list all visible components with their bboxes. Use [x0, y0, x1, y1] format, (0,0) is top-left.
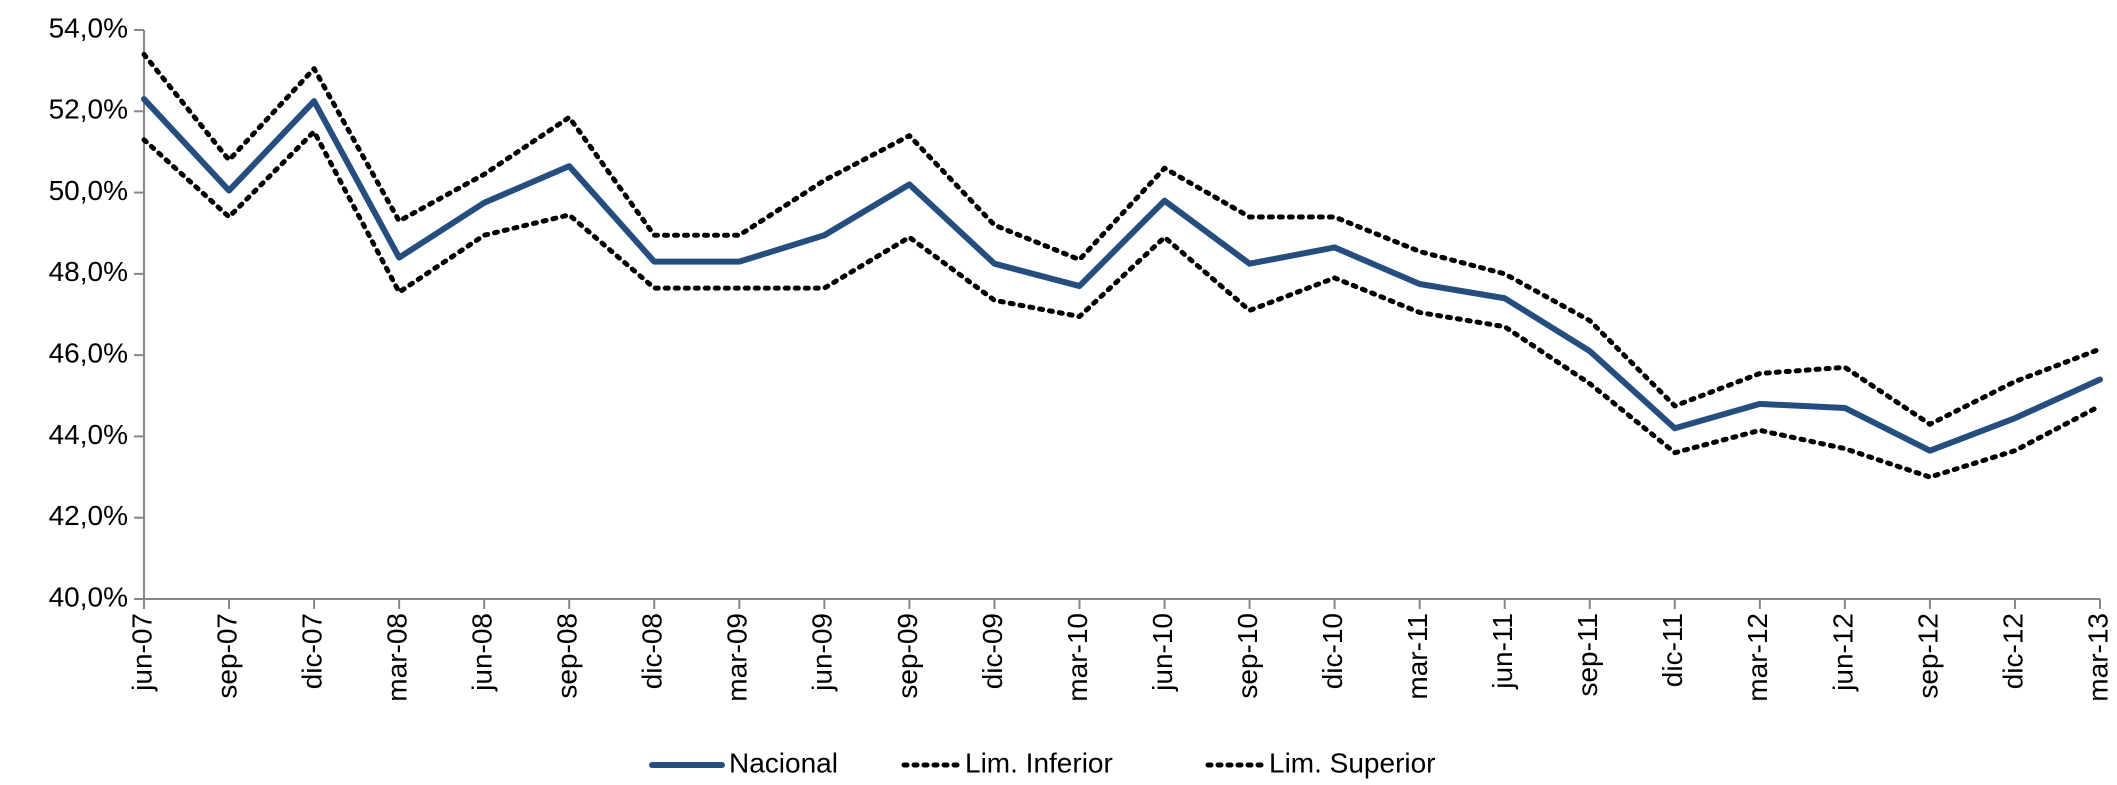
x-tick-label: sep-12	[1912, 613, 1943, 699]
x-tick-label: dic-11	[1657, 613, 1688, 687]
y-tick-label: 54,0%	[49, 12, 128, 43]
x-tick-label: sep-11	[1572, 613, 1603, 697]
x-tick-label: mar-12	[1742, 613, 1773, 702]
x-tick-label: dic-12	[1997, 613, 2028, 689]
x-tick-label: dic-09	[977, 613, 1008, 689]
legend-label: Lim. Superior	[1269, 747, 1436, 778]
x-tick-label: mar-08	[382, 613, 413, 702]
x-tick-label: jun-08	[467, 613, 498, 692]
y-tick-label: 42,0%	[49, 500, 128, 531]
legend-label: Nacional	[729, 747, 838, 778]
y-tick-label: 48,0%	[49, 256, 128, 287]
series-line	[141, 129, 2103, 480]
x-tick-label: dic-10	[1317, 613, 1348, 689]
series-line	[141, 96, 2103, 454]
series-line	[141, 51, 2103, 427]
x-tick-label: mar-11	[1402, 613, 1433, 700]
y-tick-label: 46,0%	[49, 338, 128, 369]
x-tick-label: dic-07	[296, 613, 327, 689]
legend-label: Lim. Inferior	[965, 747, 1113, 778]
x-tick-label: jun-07	[126, 613, 157, 692]
x-tick-label: sep-07	[211, 613, 242, 699]
x-tick-label: jun-10	[1147, 613, 1178, 692]
x-tick-label: jun-09	[807, 613, 838, 692]
x-tick-label: sep-09	[892, 613, 923, 699]
x-tick-label: mar-13	[2082, 613, 2113, 702]
y-tick-label: 40,0%	[49, 581, 128, 612]
x-tick-label: sep-08	[552, 613, 583, 699]
y-tick-label: 52,0%	[49, 94, 128, 125]
x-tick-label: mar-10	[1062, 613, 1093, 702]
y-tick-label: 50,0%	[49, 175, 128, 206]
y-tick-label: 44,0%	[49, 419, 128, 450]
x-tick-label: jun-11	[1487, 613, 1518, 690]
x-tick-label: dic-08	[637, 613, 668, 689]
x-tick-label: jun-12	[1827, 613, 1858, 692]
x-tick-label: mar-09	[722, 613, 753, 702]
x-tick-label: sep-10	[1232, 613, 1263, 699]
